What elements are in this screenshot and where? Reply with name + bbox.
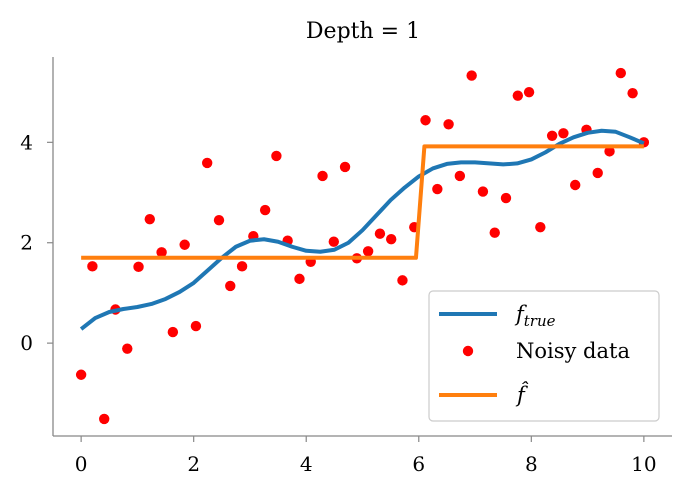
- series-line-f-true: [79, 128, 645, 331]
- x-tick-label: 6: [412, 452, 425, 476]
- chart-title: Depth = 1: [306, 19, 420, 44]
- noisy-data-point: [523, 86, 535, 98]
- x-tick-label: 10: [631, 452, 656, 476]
- noisy-data-point: [592, 167, 603, 179]
- noisy-data-point: [133, 261, 144, 273]
- noisy-data-point: [271, 150, 282, 162]
- axes: 0 2 4 6 8 10 0 2 4: [20, 57, 672, 476]
- noisy-data-point: [225, 280, 236, 292]
- noisy-data-point: [99, 413, 110, 425]
- legend-label-f-true-sub: true: [524, 312, 556, 330]
- noisy-data-point: [397, 275, 408, 286]
- noisy-data-point: [385, 234, 397, 245]
- y-tick-label: 0: [20, 331, 33, 355]
- noisy-data-point: [75, 369, 87, 380]
- noisy-data-point: [374, 228, 386, 239]
- x-tick-label: 4: [300, 452, 313, 476]
- legend-label-f-true-main: f: [514, 302, 527, 326]
- noisy-data-point: [432, 183, 443, 195]
- noisy-data-point: [420, 115, 431, 126]
- noisy-data-point: [328, 236, 340, 247]
- noisy-data-point: [190, 320, 202, 332]
- noisy-data-point: [443, 119, 454, 130]
- noisy-data-point: [500, 192, 512, 204]
- noisy-data-point: [512, 90, 524, 101]
- series-line-f-hat: [81, 144, 644, 260]
- noisy-data-point: [122, 343, 133, 354]
- noisy-data-point: [558, 128, 569, 139]
- plot-area: [75, 67, 650, 425]
- x-tick-label: 0: [75, 452, 88, 476]
- legend-label-f-true: ftrue: [514, 302, 556, 330]
- legend-box: [428, 290, 660, 422]
- noisy-data-point: [604, 146, 615, 157]
- noisy-data-point: [570, 179, 581, 191]
- y-tick-label: 4: [20, 130, 33, 154]
- noisy-data-point: [546, 130, 558, 142]
- legend-label-noisy-data: Noisy data: [516, 339, 630, 363]
- noisy-data-point: [477, 186, 489, 197]
- x-tick-label: 8: [525, 452, 538, 476]
- noisy-data-point: [87, 261, 98, 272]
- y-tick-label: 2: [20, 231, 33, 255]
- noisy-data-point: [489, 227, 500, 238]
- noisy-data-point: [259, 204, 271, 216]
- noisy-data-point: [339, 161, 351, 173]
- x-tick-label: 2: [187, 452, 200, 476]
- legend-swatch-noisy-data: [462, 345, 474, 357]
- noisy-data-point: [144, 213, 155, 225]
- noisy-data-point: [535, 221, 546, 233]
- noisy-data-point: [213, 214, 225, 226]
- noisy-data-point: [615, 67, 626, 79]
- noisy-data-point: [362, 246, 374, 257]
- noisy-data-point: [627, 87, 638, 99]
- noisy-data-point: [317, 170, 328, 182]
- noisy-data-point: [156, 247, 167, 258]
- noisy-data-point: [294, 273, 305, 285]
- noisy-data-point: [236, 261, 248, 272]
- noisy-data-point: [167, 326, 179, 338]
- noisy-data-point: [466, 70, 477, 81]
- noisy-data-point: [201, 157, 213, 169]
- noisy-data-point: [179, 239, 190, 250]
- noisy-data-point: [454, 170, 466, 182]
